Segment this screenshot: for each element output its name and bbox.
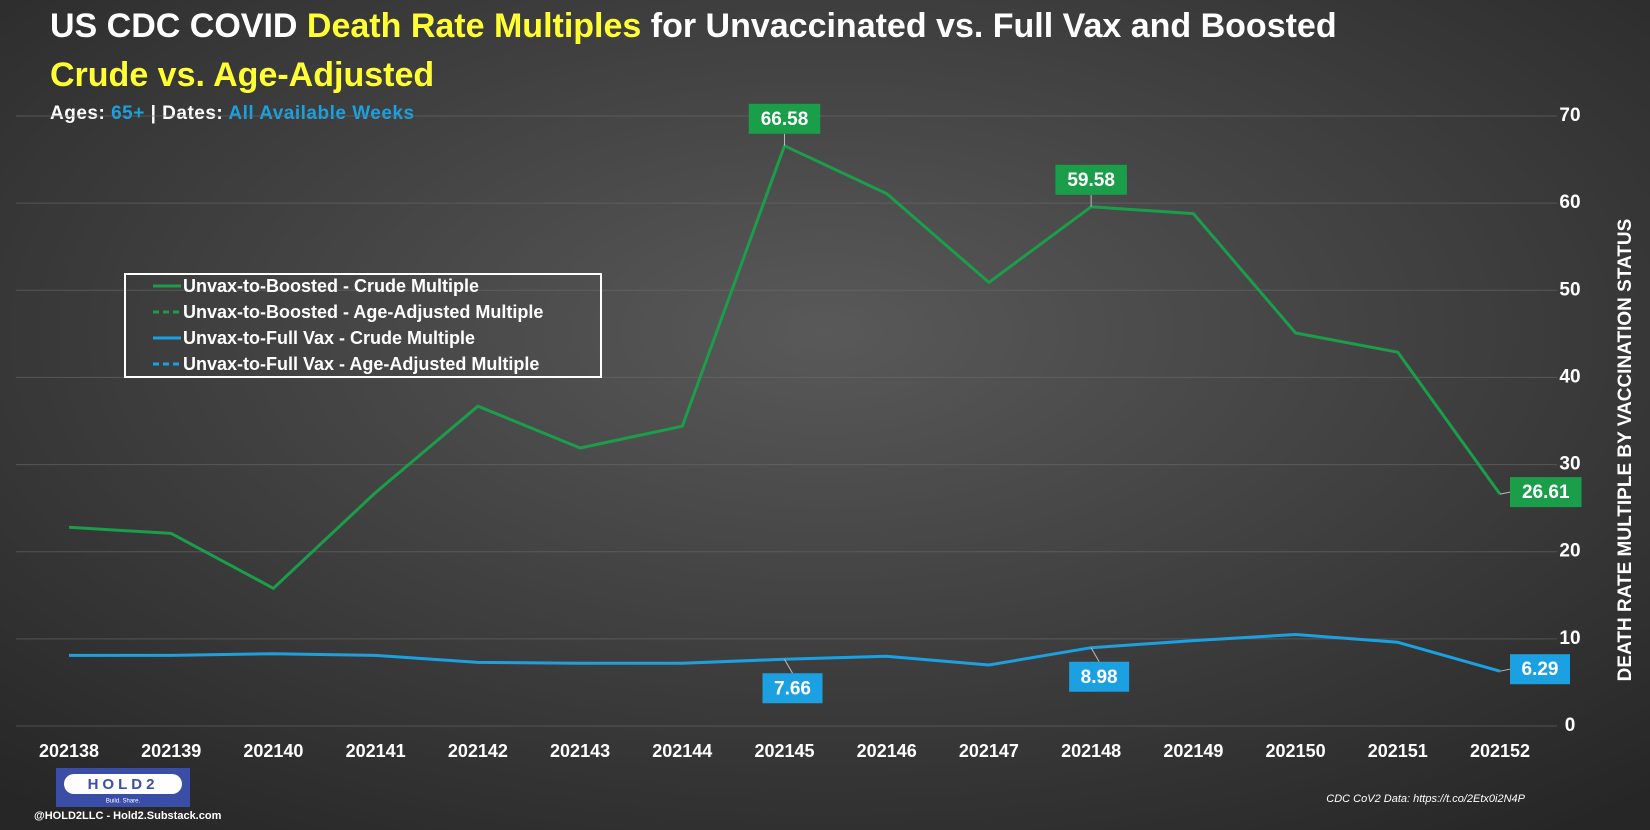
label-box bbox=[1510, 654, 1570, 685]
y-tick-label: 50 bbox=[1559, 279, 1580, 300]
subtitle-part: | Dates: bbox=[145, 103, 229, 124]
data-label-text: 8.98 bbox=[1081, 667, 1118, 688]
title-part: US CDC COVID bbox=[50, 7, 307, 45]
logo-pill bbox=[64, 774, 182, 794]
legend-label: Unvax-to-Boosted - Age-Adjusted Multiple bbox=[183, 302, 543, 322]
chart-title-line2: Crude vs. Age-Adjusted bbox=[50, 56, 434, 94]
legend-label: Unvax-to-Boosted - Crude Multiple bbox=[183, 276, 479, 296]
footer-source: CDC CoV2 Data: https://t.co/2Etx0i2N4P bbox=[1326, 793, 1525, 805]
subtitle-part: All Available Weeks bbox=[228, 103, 414, 124]
x-tick-label: 202142 bbox=[448, 741, 508, 761]
data-label-text: 7.66 bbox=[774, 678, 811, 699]
label-box bbox=[1069, 661, 1130, 692]
x-tick-label: 202152 bbox=[1470, 741, 1530, 761]
data-label-text: 59.58 bbox=[1067, 170, 1115, 191]
legend-label: Unvax-to-Full Vax - Crude Multiple bbox=[183, 328, 475, 348]
data-label-text: 6.29 bbox=[1522, 659, 1559, 680]
label-leader bbox=[1090, 647, 1100, 662]
data-label: 8.98 bbox=[1069, 647, 1130, 692]
y-tick-label: 70 bbox=[1559, 105, 1580, 126]
y-tick-label: 20 bbox=[1559, 541, 1580, 562]
label-leader bbox=[1499, 668, 1511, 672]
title-part: Death Rate Multiples bbox=[307, 7, 641, 45]
x-tick-label: 202145 bbox=[754, 741, 814, 761]
subtitle-part: Ages: bbox=[50, 103, 111, 124]
x-tick-label: 202138 bbox=[39, 741, 99, 761]
x-tick-label: 202139 bbox=[141, 741, 201, 761]
x-tick-label: 202148 bbox=[1061, 741, 1121, 761]
chart-title: US CDC COVID Death Rate Multiples for Un… bbox=[50, 7, 1337, 45]
x-tick-label: 202151 bbox=[1368, 741, 1428, 761]
x-tick-label: 202140 bbox=[243, 741, 303, 761]
label-box bbox=[1510, 477, 1582, 508]
footer-handle: @HOLD2LLC - Hold2.Substack.com bbox=[34, 810, 222, 822]
label-leader bbox=[784, 659, 793, 674]
logo-tagline: Build. Share. bbox=[106, 799, 141, 805]
data-label-text: 26.61 bbox=[1522, 482, 1570, 503]
label-box bbox=[762, 673, 823, 704]
data-label: 7.66 bbox=[762, 659, 823, 704]
y-tick-label: 0 bbox=[1565, 715, 1576, 736]
x-tick-label: 202147 bbox=[959, 741, 1019, 761]
y-axis-label: DEATH RATE MULTIPLE BY VACCINATION STATU… bbox=[1615, 219, 1636, 682]
x-tick-label: 202144 bbox=[652, 741, 712, 761]
data-label: 66.58 bbox=[748, 103, 821, 146]
series-line bbox=[69, 633, 1501, 673]
data-label: 26.61 bbox=[1499, 477, 1582, 508]
logo: HOLD2 Build. Share. bbox=[56, 768, 190, 807]
y-tick-label: 60 bbox=[1559, 192, 1580, 213]
x-tick-label: 202149 bbox=[1163, 741, 1223, 761]
x-tick-label: 202146 bbox=[857, 741, 917, 761]
y-tick-label: 10 bbox=[1559, 628, 1580, 649]
legend: Unvax-to-Boosted - Crude Multiple Unvax-t… bbox=[124, 273, 602, 378]
x-tick-label: 202141 bbox=[346, 741, 406, 761]
label-box bbox=[1055, 164, 1127, 195]
logo-text: HOLD2 bbox=[88, 776, 159, 793]
x-tick-label: 202150 bbox=[1266, 741, 1326, 761]
legend-label: Unvax-to-Full Vax - Age-Adjusted Multipl… bbox=[183, 354, 539, 374]
data-label-text: 66.58 bbox=[761, 109, 809, 130]
data-label: 6.29 bbox=[1499, 654, 1570, 685]
data-label: 59.58 bbox=[1055, 164, 1127, 207]
legend-frame bbox=[124, 273, 602, 378]
label-leader bbox=[1499, 491, 1511, 495]
y-tick-label: 40 bbox=[1559, 366, 1580, 387]
title-part: for Unvaccinated vs. Full Vax and Booste… bbox=[641, 7, 1336, 45]
subtitle: Ages: 65+ | Dates: All Available Weeks bbox=[50, 103, 415, 124]
x-tick-label: 202143 bbox=[550, 741, 610, 761]
y-tick-label: 30 bbox=[1559, 454, 1580, 475]
subtitle-part: 65+ bbox=[111, 103, 145, 124]
label-box bbox=[748, 103, 821, 134]
